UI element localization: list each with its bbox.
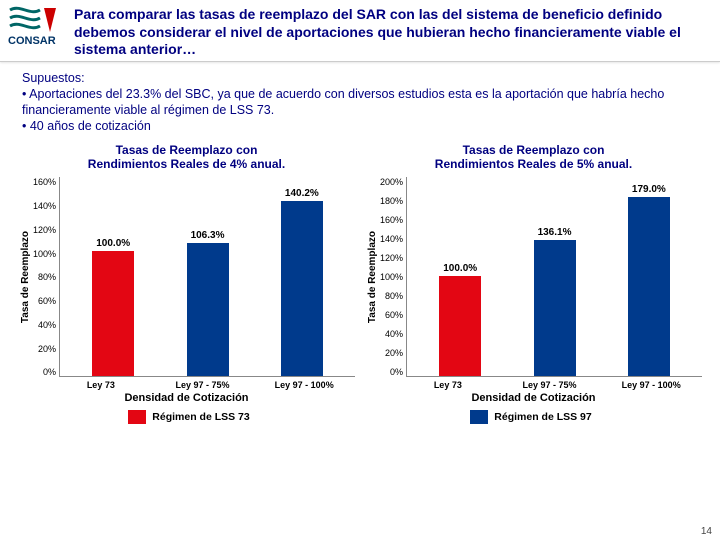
bar-value-label: 179.0% (632, 184, 666, 195)
page-number: 14 (701, 526, 712, 537)
bar-value-label: 100.0% (443, 263, 477, 274)
assumption-bullet: 40 años de cotización (22, 118, 698, 134)
chart-area: Tasa de Reemplazo200%180%160%140%120%100… (365, 177, 702, 377)
legend-lss97: Régimen de LSS 97 (360, 410, 702, 424)
chart-4pct: Tasas de Reemplazo conRendimientos Reale… (18, 143, 355, 405)
y-axis-label: Tasa de Reemplazo (365, 231, 380, 323)
chart-title: Tasas de Reemplazo conRendimientos Reale… (435, 143, 632, 172)
legend-swatch-red (128, 410, 146, 424)
legends-row: Régimen de LSS 73 Régimen de LSS 97 (0, 404, 720, 424)
bar-group: 100.0% (66, 238, 160, 376)
x-axis-label: Densidad de Cotización (471, 392, 595, 404)
consar-logo: CONSAR (6, 6, 68, 50)
slide-title: Para comparar las tasas de reemplazo del… (74, 6, 708, 59)
y-ticks: 200%180%160%140%120%100%80%60%40%20%0% (380, 177, 406, 377)
bar-group: 100.0% (413, 263, 507, 376)
y-ticks: 160%140%120%100%80%60%40%20%0% (33, 177, 59, 377)
bar-group: 136.1% (507, 227, 601, 376)
x-ticks: Ley 73Ley 97 - 75%Ley 97 - 100% (397, 380, 702, 390)
x-ticks: Ley 73Ley 97 - 75%Ley 97 - 100% (50, 380, 355, 390)
legend-lss73: Régimen de LSS 73 (18, 410, 360, 424)
y-axis-label: Tasa de Reemplazo (18, 231, 33, 323)
legend-label: Régimen de LSS 97 (494, 411, 591, 423)
bar-value-label: 140.2% (285, 188, 319, 199)
bar-group: 179.0% (602, 184, 696, 376)
chart-title: Tasas de Reemplazo conRendimientos Reale… (88, 143, 285, 172)
assumptions-heading: Supuestos: (22, 70, 698, 86)
bar-group: 106.3% (160, 230, 254, 376)
bar (92, 251, 134, 376)
x-axis-label: Densidad de Cotización (124, 392, 248, 404)
plot-area: 100.0% 106.3% 140.2% (59, 177, 355, 377)
bar (439, 276, 481, 376)
bar-value-label: 136.1% (538, 227, 572, 238)
chart-area: Tasa de Reemplazo160%140%120%100%80%60%4… (18, 177, 355, 377)
bar (628, 197, 670, 376)
legend-swatch-blue (470, 410, 488, 424)
assumptions-block: Supuestos: Aportaciones del 23.3% del SB… (0, 62, 720, 139)
assumption-bullet: Aportaciones del 23.3% del SBC, ya que d… (22, 86, 698, 119)
bar (281, 201, 323, 376)
slide-header: CONSAR Para comparar las tasas de reempl… (0, 0, 720, 62)
bar-value-label: 106.3% (191, 230, 225, 241)
charts-row: Tasas de Reemplazo conRendimientos Reale… (0, 139, 720, 405)
plot-area: 100.0% 136.1% 179.0% (406, 177, 702, 377)
bar-group: 140.2% (255, 188, 349, 376)
svg-text:CONSAR: CONSAR (8, 35, 56, 47)
legend-label: Régimen de LSS 73 (152, 411, 249, 423)
bar-value-label: 100.0% (96, 238, 130, 249)
bar (534, 240, 576, 376)
chart-5pct: Tasas de Reemplazo conRendimientos Reale… (365, 143, 702, 405)
bar (187, 243, 229, 376)
